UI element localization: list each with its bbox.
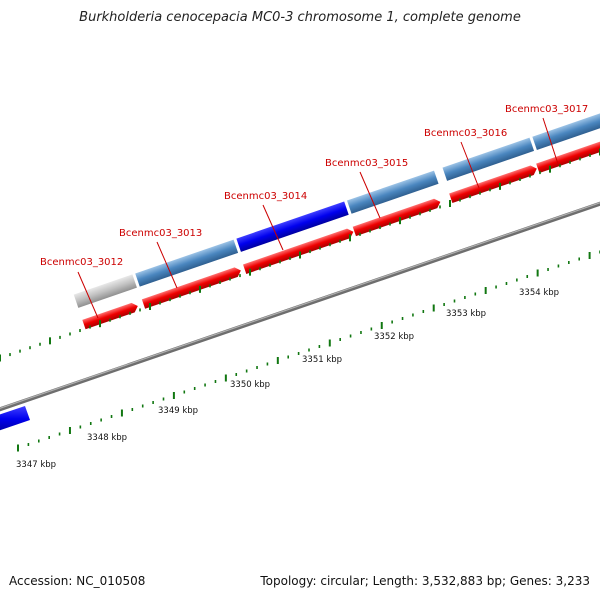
gene-block-3014[interactable] <box>236 201 349 252</box>
gene-block-3013[interactable] <box>135 239 239 287</box>
kbp-label-5: 3351 kbp <box>302 355 342 365</box>
gene-label-6: Bcenmc03_3017 <box>505 104 588 115</box>
gene-label-4: Bcenmc03_3015 <box>325 158 408 169</box>
gene-block-partial[interactable] <box>0 406 30 432</box>
gene-label-5: Bcenmc03_3016 <box>424 128 507 139</box>
gene-block-gray[interactable] <box>73 274 137 308</box>
gene-label-1: Bcenmc03_3012 <box>40 257 123 268</box>
cds-arrow-2[interactable] <box>141 266 243 309</box>
cds-arrow-1[interactable] <box>82 301 139 330</box>
accession-text: Accession: NC_010508 <box>9 574 146 588</box>
cds-arrow-3[interactable] <box>243 227 355 274</box>
map-title: Burkholderia cenocepacia MC0-3 chromosom… <box>79 10 521 25</box>
kbp-label-2: 3348 kbp <box>87 433 127 443</box>
kbp-label-3: 3349 kbp <box>158 406 198 416</box>
gene-block-3016[interactable] <box>442 137 535 181</box>
gene-label-2: Bcenmc03_3013 <box>119 228 202 239</box>
outer-tick-ring <box>0 148 600 362</box>
backbone-highlight <box>0 202 600 409</box>
backbone-line <box>0 201 600 412</box>
inner-tick-ring <box>17 250 600 452</box>
cds-arrow-5[interactable] <box>449 164 538 203</box>
kbp-label-1: 3347 kbp <box>16 460 56 470</box>
cds-arrow-6[interactable] <box>536 136 600 174</box>
kbp-label-7: 3353 kbp <box>446 309 486 319</box>
genome-summary: Topology: circular; Length: 3,532,883 bp… <box>260 574 590 588</box>
cds-arrow-4[interactable] <box>352 197 442 237</box>
label-leaders <box>77 117 559 319</box>
kbp-label-8: 3354 kbp <box>519 288 559 298</box>
kbp-label-6: 3352 kbp <box>374 332 414 342</box>
gene-label-3: Bcenmc03_3014 <box>224 191 307 202</box>
cds-track <box>82 136 600 330</box>
gene-block-3015[interactable] <box>347 170 439 214</box>
kbp-label-4: 3350 kbp <box>230 380 270 390</box>
gene-track <box>73 107 600 308</box>
